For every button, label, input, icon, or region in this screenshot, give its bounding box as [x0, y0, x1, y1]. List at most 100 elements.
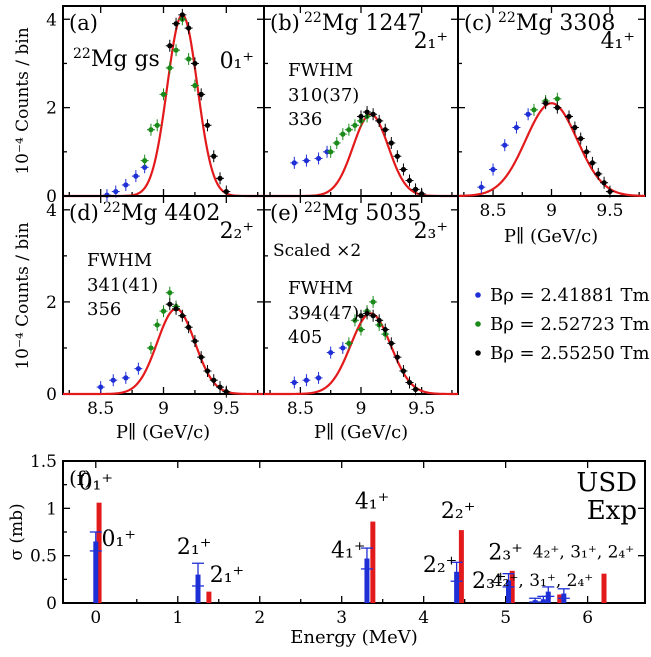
data-point — [531, 107, 537, 113]
x-tick-label: 2 — [254, 608, 265, 628]
y-tick-label: 0 — [46, 594, 57, 614]
data-point — [400, 166, 407, 173]
legend-marker — [475, 321, 481, 327]
nucleus-name: Mg gs — [91, 47, 160, 72]
data-point — [167, 65, 173, 71]
state-label: 4₁⁺ — [331, 539, 365, 564]
x-axis-label: P∥ (GeV/c) — [504, 226, 598, 247]
data-point — [217, 175, 223, 181]
y-tick-label: 0.5 — [30, 547, 57, 567]
data-point — [412, 386, 419, 392]
data-point — [490, 166, 496, 173]
state-label: 0₁⁺ — [102, 527, 136, 552]
y-tick-label: 4 — [46, 10, 57, 30]
data-point — [198, 91, 204, 97]
data-point — [167, 43, 173, 49]
data-point — [572, 124, 578, 131]
y-axis-label: 10⁻⁴ Counts / bin — [13, 222, 33, 369]
state-label: 4₁⁺ — [601, 29, 635, 54]
state-label: 4₂⁺, 3₁⁺, 2₄⁺ — [492, 571, 593, 591]
data-point — [328, 149, 334, 155]
x-axis-label: Energy (MeV) — [290, 627, 418, 648]
data-point — [315, 375, 322, 381]
data-point — [394, 354, 400, 360]
data-point — [211, 377, 217, 383]
legend: Bρ = 2.41881 Tm Bρ = 2.52723 Tm Bρ = 2.552… — [475, 285, 650, 364]
data-point — [346, 340, 352, 346]
data-point — [601, 180, 607, 186]
data-point — [502, 142, 508, 148]
data-point — [291, 160, 297, 166]
y-tick-label: 1 — [46, 499, 57, 519]
data-point — [376, 317, 382, 323]
y-axis-label: σ (mb) — [7, 503, 27, 560]
usd-bar — [370, 521, 376, 603]
exp-bar — [195, 574, 201, 603]
data-point — [352, 122, 358, 128]
data-point — [148, 345, 154, 351]
fwhm-label: FWHM — [288, 60, 353, 81]
x-tick-label: 1 — [172, 608, 183, 628]
data-point — [291, 379, 297, 386]
data-point — [110, 377, 116, 383]
legend-usd: USD — [576, 468, 637, 498]
data-point — [179, 313, 185, 319]
data-point — [186, 56, 192, 62]
legend-exp: Exp — [587, 496, 637, 526]
data-point — [167, 301, 173, 307]
state-label: 4₁⁺ — [355, 489, 389, 514]
nucleus-label: 22Mg gs — [73, 46, 160, 72]
mass-number: 22 — [73, 46, 91, 62]
legend-entry: Bρ = 2.55250 Tm — [490, 343, 650, 364]
nucleus-name: Mg 3308 — [516, 11, 616, 36]
data-point — [566, 113, 572, 120]
fit-curve — [63, 307, 264, 396]
data-point — [513, 124, 520, 131]
data-point — [334, 140, 340, 146]
data-point — [388, 140, 394, 146]
data-point — [204, 122, 211, 128]
data-point — [388, 340, 394, 346]
state-label: 0₁⁺ — [220, 49, 254, 74]
data-point — [364, 109, 370, 115]
fwhm-exp-value: 310(37) — [288, 85, 359, 106]
legend-entry: Bρ = 2.41881 Tm — [490, 285, 650, 306]
panel-label: (e) — [270, 201, 299, 225]
panel-a: 0 2 4 (a) 22Mg gs 0₁⁺ — [46, 5, 265, 207]
x-tick-label: 6 — [582, 608, 593, 628]
fwhm-label: FWHM — [288, 278, 353, 299]
fwhm-label: FWHM — [87, 250, 152, 271]
panel-label: (a) — [69, 11, 98, 35]
data-point — [595, 171, 601, 177]
x-tick-label: 9 — [158, 399, 169, 419]
data-point — [406, 379, 413, 386]
data-point — [160, 91, 167, 97]
data-point — [211, 153, 217, 159]
data-point — [412, 186, 419, 192]
data-point — [364, 310, 370, 317]
x-tick-label: 3 — [336, 608, 347, 628]
mass-number: 22 — [304, 10, 322, 26]
data-point — [400, 368, 407, 374]
data-point — [173, 306, 179, 312]
panel-label: (d) — [69, 201, 99, 225]
data-point — [303, 158, 310, 164]
data-point — [154, 322, 160, 328]
data-point — [607, 188, 613, 195]
scaled-label: Scaled ×2 — [273, 241, 361, 261]
data-point — [328, 349, 334, 356]
x-tick-label: 8.5 — [87, 399, 114, 419]
usd-bar — [458, 530, 464, 603]
mass-number: 22 — [304, 200, 322, 216]
exp-bar — [545, 591, 551, 603]
data-point — [315, 155, 322, 162]
data-point — [186, 25, 192, 31]
usd-bar — [96, 502, 102, 603]
x-tick-label: 8.5 — [480, 201, 507, 221]
data-point — [478, 184, 484, 190]
mass-number: 22 — [498, 10, 516, 26]
nucleus-label: 22Mg 4402 — [103, 200, 220, 226]
nucleus-label: 22Mg 3308 — [498, 10, 615, 36]
fwhm-usd-value: 356 — [87, 299, 121, 320]
